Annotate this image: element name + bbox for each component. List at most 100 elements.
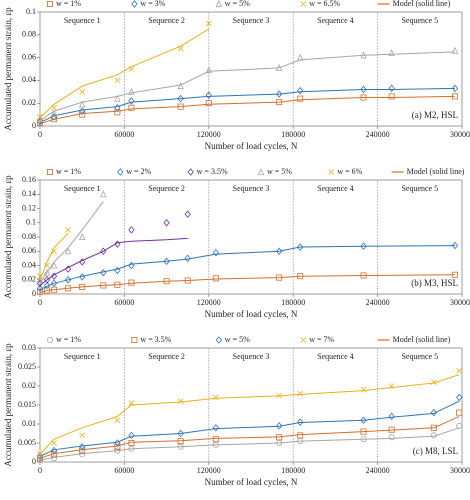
marker [177, 103, 184, 110]
legend-label: w = 5% [225, 0, 250, 8]
legend-label: w = 6% [337, 167, 362, 176]
marker [51, 116, 58, 123]
marker [451, 84, 459, 93]
x-tick-label: 120000 [197, 130, 221, 139]
marker [430, 424, 437, 431]
legend-label: w = 3% [140, 0, 165, 8]
marker [297, 243, 304, 251]
marker [184, 277, 191, 284]
marker [79, 443, 86, 451]
legend-marker [215, 0, 223, 7]
y-tick-label: 0.02 [22, 275, 36, 284]
y-tick-label: 0.1 [26, 7, 36, 16]
model-line [39, 400, 460, 457]
marker [212, 436, 219, 443]
legend-marker [47, 336, 54, 343]
x-tick-label: 180000 [281, 130, 305, 139]
marker [44, 262, 50, 269]
marker [50, 261, 58, 269]
sequence-label: Sequence 2 [148, 184, 185, 193]
model-line [39, 374, 460, 455]
marker [79, 432, 86, 439]
marker [114, 109, 121, 116]
y-tick-label: 0 [32, 457, 36, 466]
marker [275, 63, 283, 71]
model-line [39, 274, 456, 294]
marker [456, 367, 463, 374]
marker [79, 107, 86, 115]
marker [78, 100, 86, 108]
legend-marker [300, 1, 307, 7]
marker [128, 445, 135, 452]
legend-label: w = 1% [56, 0, 81, 8]
marker [100, 190, 107, 198]
marker [276, 439, 283, 446]
legend-label: Model (solid line) [407, 167, 465, 176]
marker [79, 88, 86, 95]
x-tick-label: 60000 [114, 466, 134, 475]
marker [388, 49, 395, 57]
marker [128, 104, 135, 111]
sequence-label: Sequence 1 [64, 352, 101, 361]
y-tick-label: 0.1 [26, 218, 36, 227]
marker [114, 77, 121, 84]
marker [78, 233, 86, 241]
marker [65, 276, 72, 284]
marker [50, 272, 58, 280]
marker [128, 400, 135, 406]
y-tick-label: 0.02 [22, 98, 36, 107]
marker [36, 452, 44, 461]
marker [276, 99, 283, 106]
model-line [39, 237, 188, 286]
marker [297, 273, 304, 280]
marker [51, 455, 58, 462]
marker [37, 113, 43, 120]
marker [79, 447, 86, 454]
marker [51, 440, 57, 446]
legend-marker [131, 336, 138, 343]
panel-annotation: (b) M3, HSL [411, 278, 458, 288]
legend-label: Model (solid line) [393, 335, 451, 344]
marker [163, 257, 170, 265]
marker [50, 109, 58, 117]
marker [114, 94, 121, 102]
marker [79, 258, 86, 266]
marker [114, 104, 121, 112]
marker [360, 51, 367, 59]
marker [388, 383, 395, 389]
marker [276, 422, 283, 430]
marker [37, 273, 43, 280]
marker [451, 46, 459, 54]
y-tick-label: 0.08 [22, 30, 36, 39]
legend-marker [117, 168, 124, 176]
legend-label: w = 3.5% [197, 167, 228, 176]
marker [212, 248, 219, 257]
legend-label: w = 2% [126, 167, 151, 176]
x-axis-title: Number of load cycles, N [205, 141, 298, 151]
y-tick-label: 0.08 [22, 232, 36, 241]
marker [276, 90, 283, 98]
model-line [39, 245, 456, 291]
x-tick-label: 240000 [366, 466, 390, 475]
marker [65, 226, 72, 233]
marker [177, 438, 184, 445]
legend-marker [187, 168, 194, 176]
y-tick-label: 0.04 [22, 75, 36, 84]
sequence-label: Sequence 2 [148, 16, 185, 25]
sequence-label: Sequence 5 [401, 352, 438, 361]
x-tick-label: 60000 [114, 130, 134, 139]
marker [430, 432, 437, 439]
marker [360, 85, 367, 94]
marker [114, 443, 121, 450]
marker [100, 268, 107, 277]
marker [79, 451, 86, 458]
sequence-label: Sequence 4 [317, 352, 354, 361]
marker [128, 66, 135, 72]
y-tick-label: 0.04 [22, 260, 36, 269]
marker [297, 95, 304, 102]
marker [205, 91, 212, 99]
marker [114, 447, 121, 454]
sequence-label: Sequence 1 [64, 184, 101, 193]
y-axis-title: Accumulated permanent strain, εp [3, 175, 13, 299]
marker [276, 434, 283, 441]
